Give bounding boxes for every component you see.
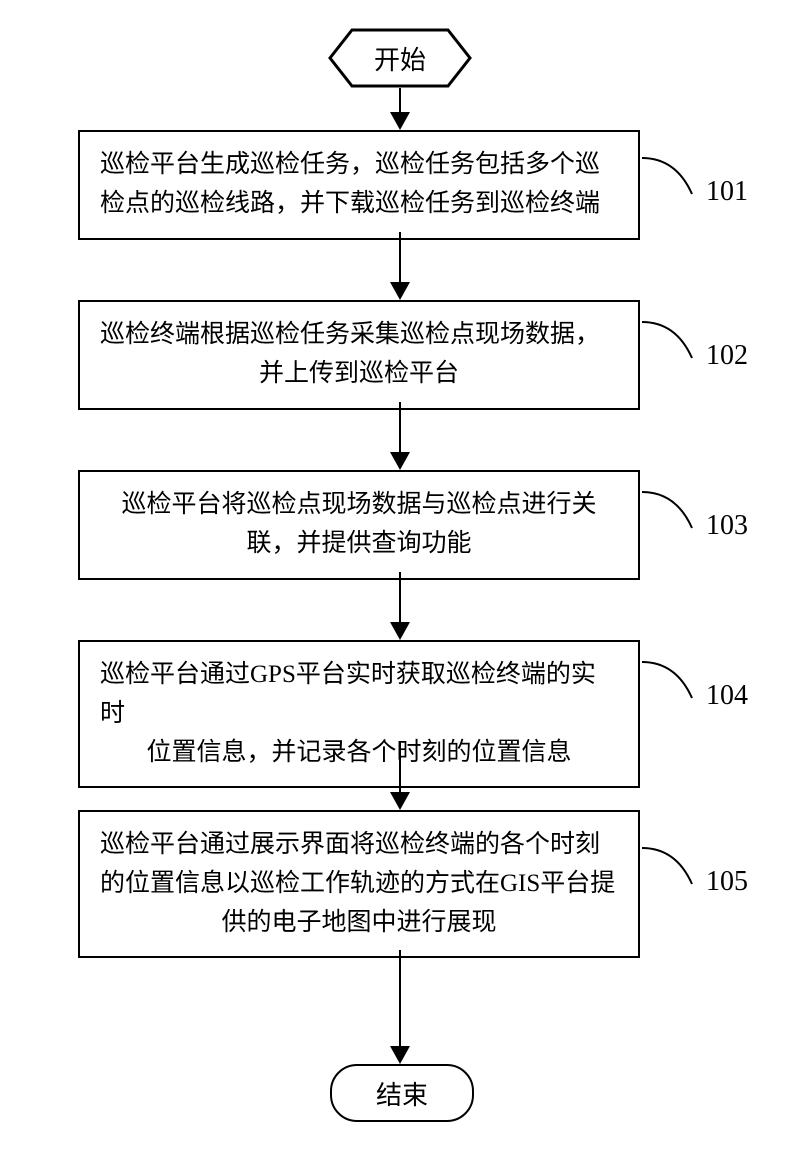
- step-number-label: 105: [706, 866, 748, 898]
- flow-arrow-head: [390, 282, 410, 300]
- end-terminator: 结束: [330, 1064, 474, 1122]
- process-line: 的位置信息以巡检工作轨迹的方式在GIS平台提: [100, 865, 618, 904]
- process-step-103: 巡检平台将巡检点现场数据与巡检点进行关联，并提供查询功能: [78, 470, 640, 580]
- process-line: 巡检平台通过展示界面将巡检终端的各个时刻: [100, 826, 618, 865]
- process-line: 并上传到巡检平台: [100, 355, 618, 394]
- step-number-label: 102: [706, 340, 748, 372]
- step-number-label: 104: [706, 680, 748, 712]
- flow-arrow-head: [390, 1046, 410, 1064]
- step-number-label: 103: [706, 510, 748, 542]
- label-connector: [642, 654, 702, 714]
- process-line: 供的电子地图中进行展现: [100, 904, 618, 943]
- start-label: 开始: [328, 28, 472, 88]
- process-line: 巡检平台将巡检点现场数据与巡检点进行关: [100, 486, 618, 525]
- process-line: 巡检平台通过GPS平台实时获取巡检终端的实时: [100, 656, 618, 734]
- start-terminator: 开始: [328, 28, 472, 88]
- flowchart-canvas: 开始 结束 巡检平台生成巡检任务，巡检任务包括多个巡检点的巡检线路，并下载巡检任…: [0, 0, 800, 1149]
- process-line: 巡检终端根据巡检任务采集巡检点现场数据，: [100, 316, 618, 355]
- process-line: 检点的巡检线路，并下载巡检任务到巡检终端: [100, 185, 618, 224]
- flow-arrow-head: [390, 622, 410, 640]
- flow-arrow-head: [390, 452, 410, 470]
- process-step-104: 巡检平台通过GPS平台实时获取巡检终端的实时位置信息，并记录各个时刻的位置信息: [78, 640, 640, 788]
- flow-arrow-line: [399, 402, 401, 452]
- label-connector: [642, 840, 702, 900]
- step-number-label: 101: [706, 176, 748, 208]
- flow-arrow-line: [399, 232, 401, 282]
- flow-arrow-head: [390, 112, 410, 130]
- flow-arrow-line: [399, 950, 401, 1046]
- process-line: 巡检平台生成巡检任务，巡检任务包括多个巡: [100, 146, 618, 185]
- label-connector: [642, 150, 702, 210]
- process-step-102: 巡检终端根据巡检任务采集巡检点现场数据，并上传到巡检平台: [78, 300, 640, 410]
- label-connector: [642, 484, 702, 544]
- flow-arrow-line: [399, 742, 401, 792]
- process-step-105: 巡检平台通过展示界面将巡检终端的各个时刻的位置信息以巡检工作轨迹的方式在GIS平…: [78, 810, 640, 958]
- flow-arrow-head: [390, 792, 410, 810]
- process-line: 位置信息，并记录各个时刻的位置信息: [100, 734, 618, 773]
- process-step-101: 巡检平台生成巡检任务，巡检任务包括多个巡检点的巡检线路，并下载巡检任务到巡检终端: [78, 130, 640, 240]
- process-line: 联，并提供查询功能: [100, 525, 618, 564]
- flow-arrow-line: [399, 88, 401, 112]
- end-label: 结束: [376, 1075, 428, 1112]
- label-connector: [642, 314, 702, 374]
- flow-arrow-line: [399, 572, 401, 622]
